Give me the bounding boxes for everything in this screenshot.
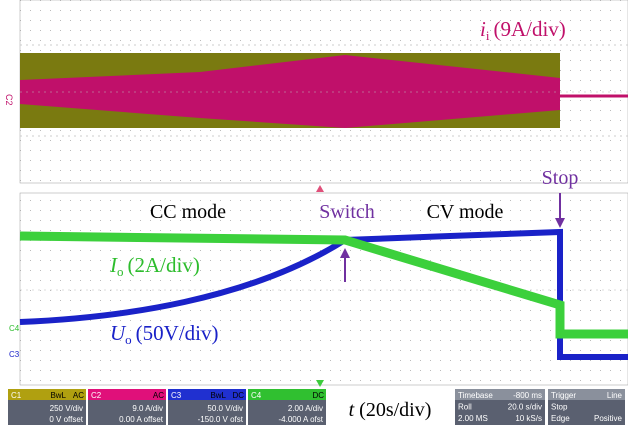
channel-offset: -4.000 A ofst [279, 415, 324, 424]
status-text: Timebase [458, 391, 493, 400]
status-text: Positive [594, 414, 623, 423]
c4-label: C4 [9, 324, 20, 333]
status-text: Stop [551, 403, 568, 412]
bottom-panel: CC mode Switch CV mode Stop Io(2A/div) U… [9, 167, 628, 387]
channel-tag: AC [153, 391, 164, 400]
channel-name: C4 [251, 391, 262, 400]
channel-tag: DC [312, 391, 324, 400]
channel-scale: 250 V/div [50, 404, 83, 413]
status-text: -800 ms [513, 391, 542, 400]
ii-label: ii(9A/div) [480, 17, 566, 43]
channel-label: C2 [4, 94, 14, 106]
channel-name: C3 [171, 391, 182, 400]
channel-name: C2 [91, 391, 102, 400]
channel-scale: 2.00 A/div [288, 404, 323, 413]
channel-name: C1 [11, 391, 22, 400]
channel-tag: BwL [210, 391, 226, 400]
status-text: Line [607, 391, 623, 400]
channel-offset: 0.00 A offset [119, 415, 164, 424]
status-text: Trigger [551, 391, 576, 400]
channel-tag: DC [232, 391, 244, 400]
vi-label: vi(250V/div) [105, 17, 215, 43]
status-text: 10 kS/s [515, 414, 542, 423]
switch-label: Switch [319, 201, 375, 223]
time-label: t(20s/div) [349, 399, 432, 421]
status-text: 20.0 s/div [508, 403, 542, 412]
cv-mode: CV mode [427, 201, 504, 223]
status-text: Edge [551, 414, 570, 423]
status-text: 2.00 MS [458, 414, 488, 423]
channel-scale: 9.0 A/div [132, 404, 163, 413]
cc-mode: CC mode [150, 201, 226, 223]
channel-offset: 0 V offset [49, 415, 83, 424]
info-bar: C1 AC BwL 250 V/div 0 V offset C2 AC 9.0 A/div 0… [8, 389, 625, 425]
scope-figure: C2 vi(250V/div) ii(9A/div) CC mode Switc… [0, 0, 628, 427]
top-panel: C2 vi(250V/div) ii(9A/div) [4, 0, 628, 183]
channel-scale: 50.0 V/div [207, 404, 243, 413]
stop-label: Stop [542, 167, 579, 189]
status-text: Roll [458, 403, 472, 412]
channel-tag: AC [73, 391, 84, 400]
c3-label: C3 [9, 350, 20, 359]
channel-offset: -150.0 V ofst [198, 415, 244, 424]
channel-tag: BwL [50, 391, 66, 400]
